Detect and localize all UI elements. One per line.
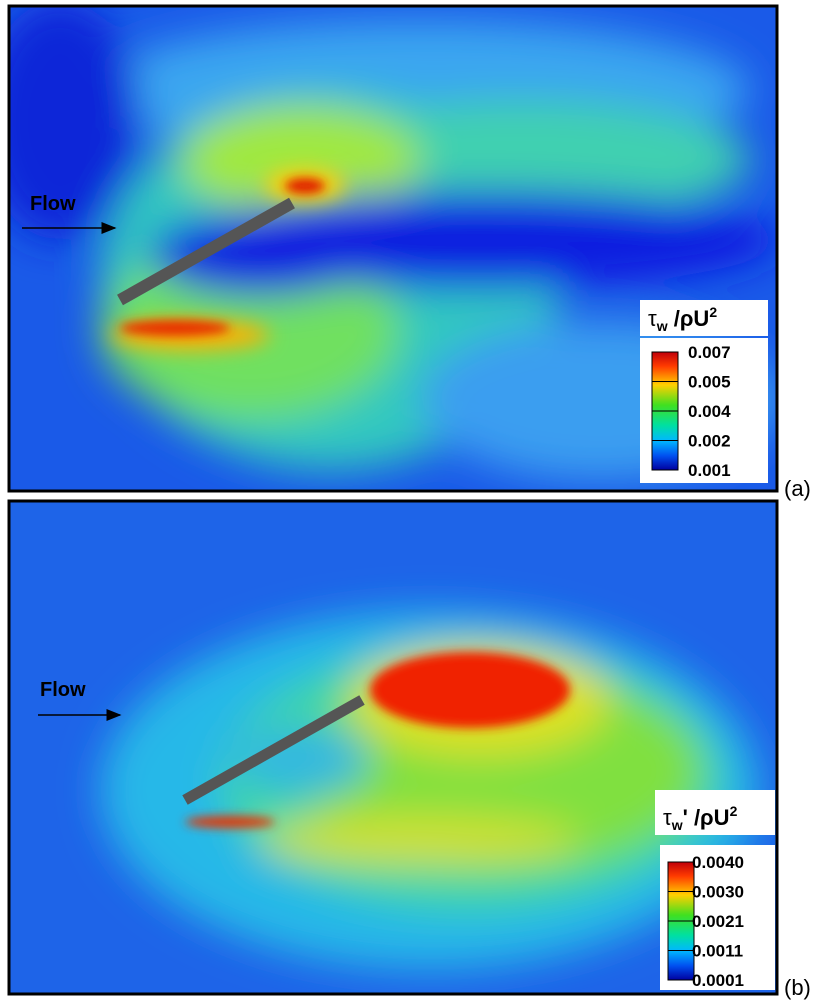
title-sup: 2 [730,803,738,819]
title-sub: w [671,817,683,833]
plate [182,695,365,805]
title-after: /ρU [668,306,710,331]
frame [7,499,779,996]
colorbar-tick-label: 0.0030 [692,883,744,902]
colorbar-tick-label: 0.001 [688,461,731,480]
colorbar-tick-label: 0.0011 [692,942,743,961]
colorbar-tick-label: 0.002 [688,432,731,451]
panel-label: (b) [784,975,811,1000]
colorbar-tick-label: 0.007 [688,343,731,362]
title-sub: w [656,318,668,334]
title-sup: 2 [709,304,717,320]
title-symbol: τ [663,805,672,830]
title-after: ' /ρU [683,805,730,830]
colorbar-title: τw /ρU2 [648,304,717,334]
colorbar-tick-label: 0.0021 [692,912,744,931]
colorbar-title-box [640,300,768,336]
colorbar-tick-label: 0.0040 [692,853,744,872]
colorbar-title-box [655,790,775,835]
flow-label: Flow [30,193,76,215]
colorbar-tick-label: 0.0001 [692,971,744,990]
colorbar-tick-label: 0.004 [688,402,731,421]
panel-label: (a) [784,476,811,501]
field-b [10,502,776,993]
flow-label: Flow [40,679,86,701]
plate [117,197,295,306]
colorbar-tick-label: 0.005 [688,373,731,392]
colorbar-title: τw' /ρU2 [663,803,738,833]
title-symbol: τ [648,306,657,331]
field-a [10,7,776,490]
frame [7,4,779,493]
